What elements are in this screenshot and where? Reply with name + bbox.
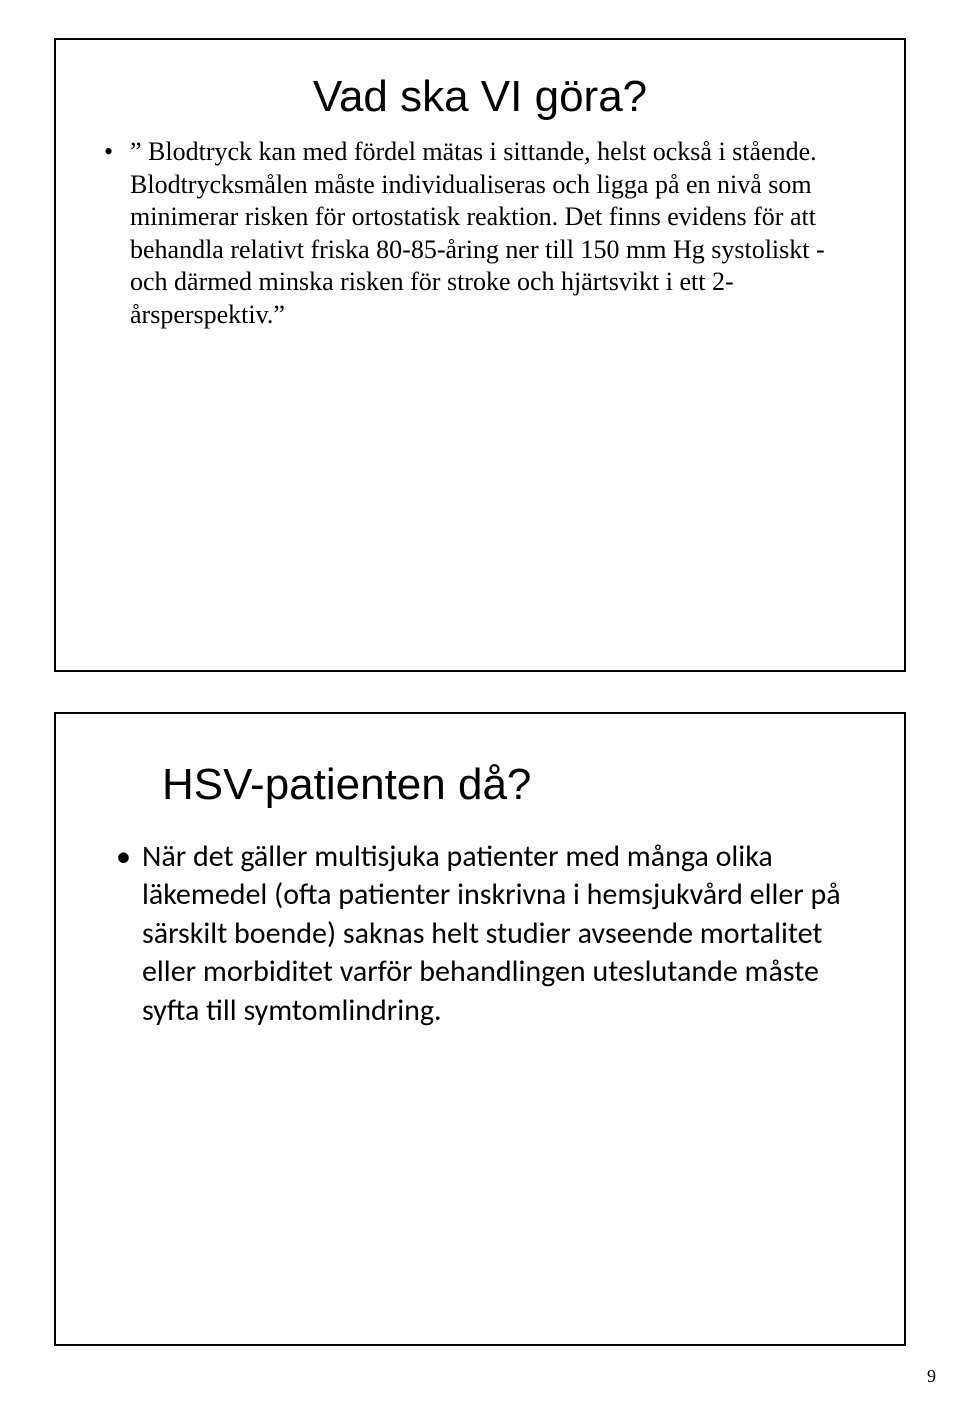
slide-2-title: HSV-patienten då? (162, 760, 844, 810)
slide-2-bullet-1: När det gäller multisjuka patienter med … (116, 838, 844, 1030)
page: Vad ska VI göra? ” Blodtryck kan med för… (0, 0, 960, 1401)
slide-1-bullets: ” Blodtryck kan med fördel mätas i sitta… (104, 136, 856, 331)
page-number: 9 (927, 1366, 936, 1387)
slide-1-bullet-1: ” Blodtryck kan med fördel mätas i sitta… (104, 136, 856, 331)
slide-1-title: Vad ska VI göra? (104, 72, 856, 122)
slide-2: HSV-patienten då? När det gäller multisj… (54, 712, 906, 1346)
slide-2-bullets: När det gäller multisjuka patienter med … (116, 838, 844, 1030)
slide-1: Vad ska VI göra? ” Blodtryck kan med för… (54, 38, 906, 672)
